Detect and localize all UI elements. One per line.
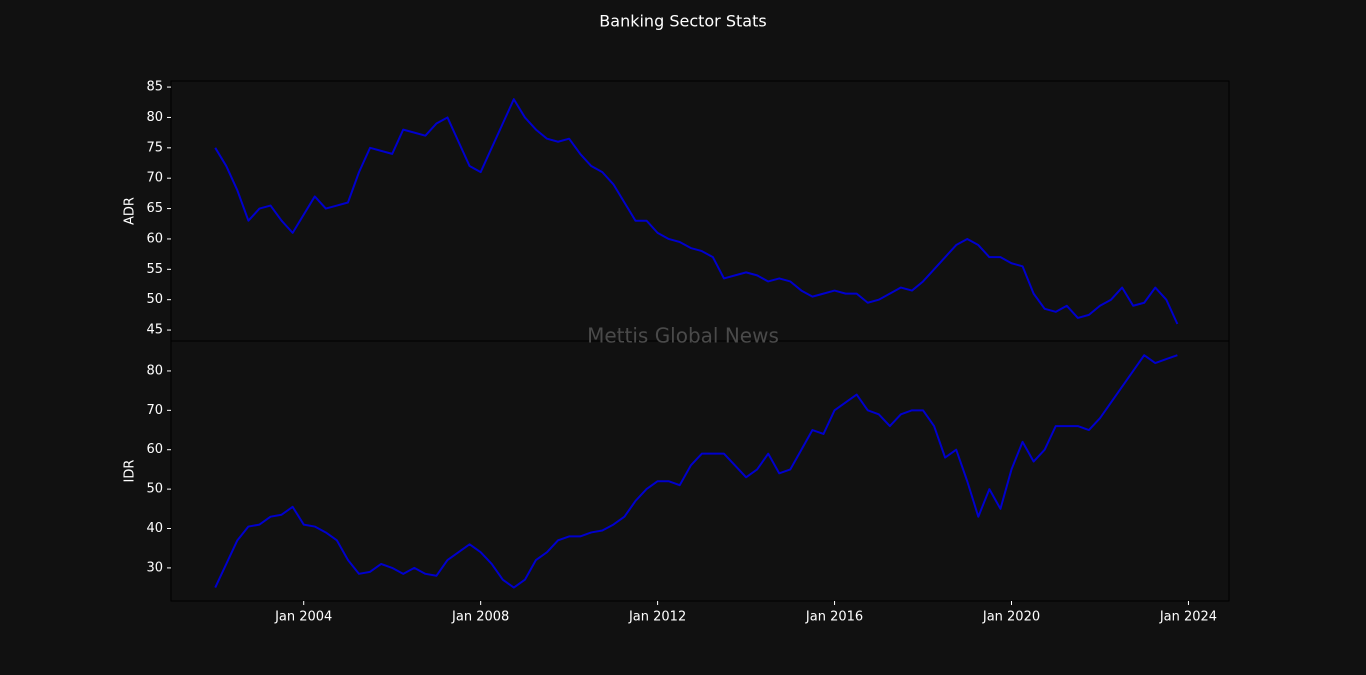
- x-tick-label: Jan 2008: [451, 610, 509, 625]
- y-axis-label: ADR: [123, 197, 138, 225]
- x-tick-label: Jan 2016: [805, 610, 863, 625]
- y-tick-label: 70: [146, 403, 163, 418]
- y-tick-label: 40: [146, 521, 163, 536]
- watermark: Mettis Global News: [587, 324, 779, 348]
- y-axis-label: IDR: [123, 460, 138, 483]
- y-tick-label: 85: [146, 80, 163, 95]
- plot-area: [170, 340, 1230, 602]
- y-tick-label: 65: [146, 201, 163, 216]
- y-tick-label: 60: [146, 231, 163, 246]
- y-tick-label: 55: [146, 262, 163, 277]
- x-tick-label: Jan 2004: [274, 610, 332, 625]
- y-tick-label: 60: [146, 442, 163, 457]
- y-tick-label: 30: [146, 560, 163, 575]
- y-tick-label: 45: [146, 323, 163, 338]
- y-tick-label: 50: [146, 482, 163, 497]
- y-tick-label: 70: [146, 171, 163, 186]
- y-tick-label: 75: [146, 140, 163, 155]
- x-tick-label: Jan 2024: [1159, 610, 1217, 625]
- x-tick-label: Jan 2012: [628, 610, 686, 625]
- chart-title: Banking Sector Stats: [599, 12, 766, 31]
- plot-area: [170, 80, 1230, 342]
- y-tick-label: 80: [146, 363, 163, 378]
- data-line: [214, 98, 1179, 325]
- y-tick-label: 50: [146, 292, 163, 307]
- x-tick-label: Jan 2020: [982, 610, 1040, 625]
- y-tick-label: 80: [146, 110, 163, 125]
- data-line: [214, 354, 1178, 589]
